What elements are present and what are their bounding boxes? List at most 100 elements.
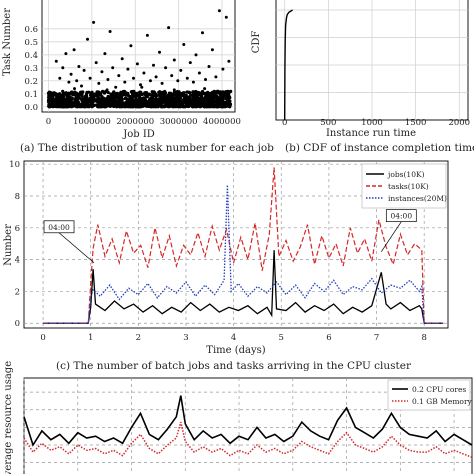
- panel-a-band-point: [177, 101, 181, 105]
- panel-a-band-point: [203, 91, 207, 95]
- panel-a-band-point: [177, 94, 181, 98]
- panel-c-xtick-label: 5: [279, 333, 284, 343]
- panel-a-point: [77, 65, 81, 68]
- panel-a-point: [201, 31, 204, 35]
- panel-a-point: [126, 67, 130, 71]
- panel-c-legend: jobs(10K) tasks(10K) instances(20M): [361, 163, 447, 209]
- panel-a-point: [176, 79, 180, 83]
- panel-a-band-point: [216, 95, 220, 99]
- panel-d-series-cpu: [23, 395, 473, 447]
- panel-a-band-point: [73, 92, 77, 96]
- panel-a-band-point: [206, 93, 210, 97]
- panel-a-band-point: [124, 93, 128, 97]
- panel-a-point: [194, 53, 198, 57]
- panel-a-point: [172, 58, 176, 62]
- panel-a-band-point: [178, 91, 182, 95]
- panel-b-cdf-line: [284, 9, 293, 121]
- panel-a-point: [75, 79, 79, 83]
- panel-a-point: [111, 66, 115, 70]
- panel-c-ylabel: Number: [3, 224, 14, 266]
- panel-a-point: [160, 81, 164, 85]
- panel-a-point: [182, 43, 186, 46]
- panel-a-band-point: [191, 90, 195, 94]
- panel-a-band-point: [63, 105, 67, 109]
- panel-a-band-point: [222, 100, 226, 104]
- panel-a-band-point: [50, 94, 54, 98]
- panel-a-point: [100, 70, 104, 74]
- panel-a-ytick-label: 0.4: [24, 51, 38, 61]
- panel-c-xtick-label: 0: [40, 333, 45, 343]
- panel-b-xtick-label: 500: [320, 118, 336, 128]
- panel-b-grid: [276, 0, 468, 120]
- panel-a-point: [188, 61, 192, 65]
- panel-a-point: [72, 48, 76, 52]
- panel-a-band-point: [121, 104, 126, 108]
- panel-a-point: [179, 68, 183, 72]
- panel-a-band-point: [174, 93, 178, 97]
- panel-a-band-point: [80, 92, 84, 97]
- panel-a-band-point: [208, 97, 212, 101]
- panel-a-point: [86, 37, 89, 41]
- panel-a-band-point: [133, 91, 137, 95]
- panel-c-xtick-label: 3: [183, 333, 188, 343]
- panel-a-ylabel: Task Number: [2, 8, 13, 76]
- panel-a-band-point: [208, 103, 212, 107]
- panel-c-y-ticks: 0 2 4 6 8 10: [9, 160, 20, 329]
- panel-a-band-point: [157, 101, 161, 105]
- panel-a-band-point: [57, 95, 61, 100]
- panel-a-band-point: [70, 90, 74, 94]
- panel-c-annotation-label: 04:00: [48, 223, 70, 232]
- panel-a-band-point: [214, 105, 218, 109]
- panel-a-ytick-label: 0.5: [24, 38, 38, 48]
- legend-label-cpu: 0.2 CPU cores: [412, 385, 466, 394]
- panel-a-band-point: [197, 103, 201, 107]
- panel-a-band-point: [228, 102, 233, 106]
- panel-a-point: [114, 85, 118, 89]
- panel-a-band-point: [143, 98, 147, 102]
- panel-a-band-point: [158, 90, 162, 94]
- panel-a-band-point: [211, 104, 215, 108]
- panel-a-band-point: [217, 101, 221, 105]
- panel-a-band-point: [61, 95, 65, 99]
- panel-a-band-point: [156, 104, 160, 108]
- panel-a-band-point: [118, 92, 122, 96]
- panel-a-band-point: [169, 92, 173, 96]
- panel-a-band-point: [197, 96, 201, 100]
- panel-a-band-point: [226, 91, 231, 95]
- panel-a-band-point: [90, 104, 94, 108]
- panel-a-band-point: [122, 89, 126, 93]
- panel-a-band-point: [64, 91, 68, 95]
- panel-d-ylabel: Average resource usage: [3, 361, 14, 474]
- panel-d-grid: [23, 378, 472, 474]
- panel-a-band-point: [112, 102, 116, 106]
- panel-a-band-point: [111, 91, 116, 95]
- panel-c-ytick-label: 4: [15, 256, 20, 266]
- panel-a-band-point: [160, 98, 164, 103]
- panel-a-band-point: [106, 90, 110, 95]
- panel-a-band-point: [135, 101, 139, 105]
- panel-d-legend: 0.2 CPU cores 0.1 GB Memory: [387, 379, 473, 411]
- panel-a-ytick-label: 0.3: [24, 64, 38, 74]
- panel-a-band-point: [48, 105, 52, 109]
- panel-d-legend-box: [387, 379, 471, 411]
- panel-a-point: [152, 63, 155, 67]
- panel-a-band-point: [66, 105, 70, 109]
- panel-a-band-point: [229, 89, 233, 93]
- panel-a-band-point: [193, 91, 197, 95]
- panel-a-point: [132, 76, 135, 80]
- panel-a-band-point: [200, 94, 204, 98]
- legend-label-memory: 0.1 GB Memory: [412, 397, 473, 406]
- panel-a-point: [94, 61, 98, 65]
- panel-a-point: [92, 20, 96, 24]
- panel-b-ylabel: CDF: [251, 31, 262, 54]
- panel-a-band-point: [227, 94, 231, 99]
- panel-b-caption: (b) CDF of instance completion time: [285, 142, 474, 154]
- panel-a-band-point: [185, 96, 189, 100]
- panel-a-band-point: [51, 105, 55, 109]
- panel-a-point: [108, 30, 112, 33]
- panel-a-point: [69, 72, 73, 76]
- panel-a-point: [103, 52, 107, 56]
- panel-a-band-point: [224, 90, 228, 94]
- panel-a-band-point: [117, 100, 121, 104]
- panel-d-series-memory: [23, 421, 473, 459]
